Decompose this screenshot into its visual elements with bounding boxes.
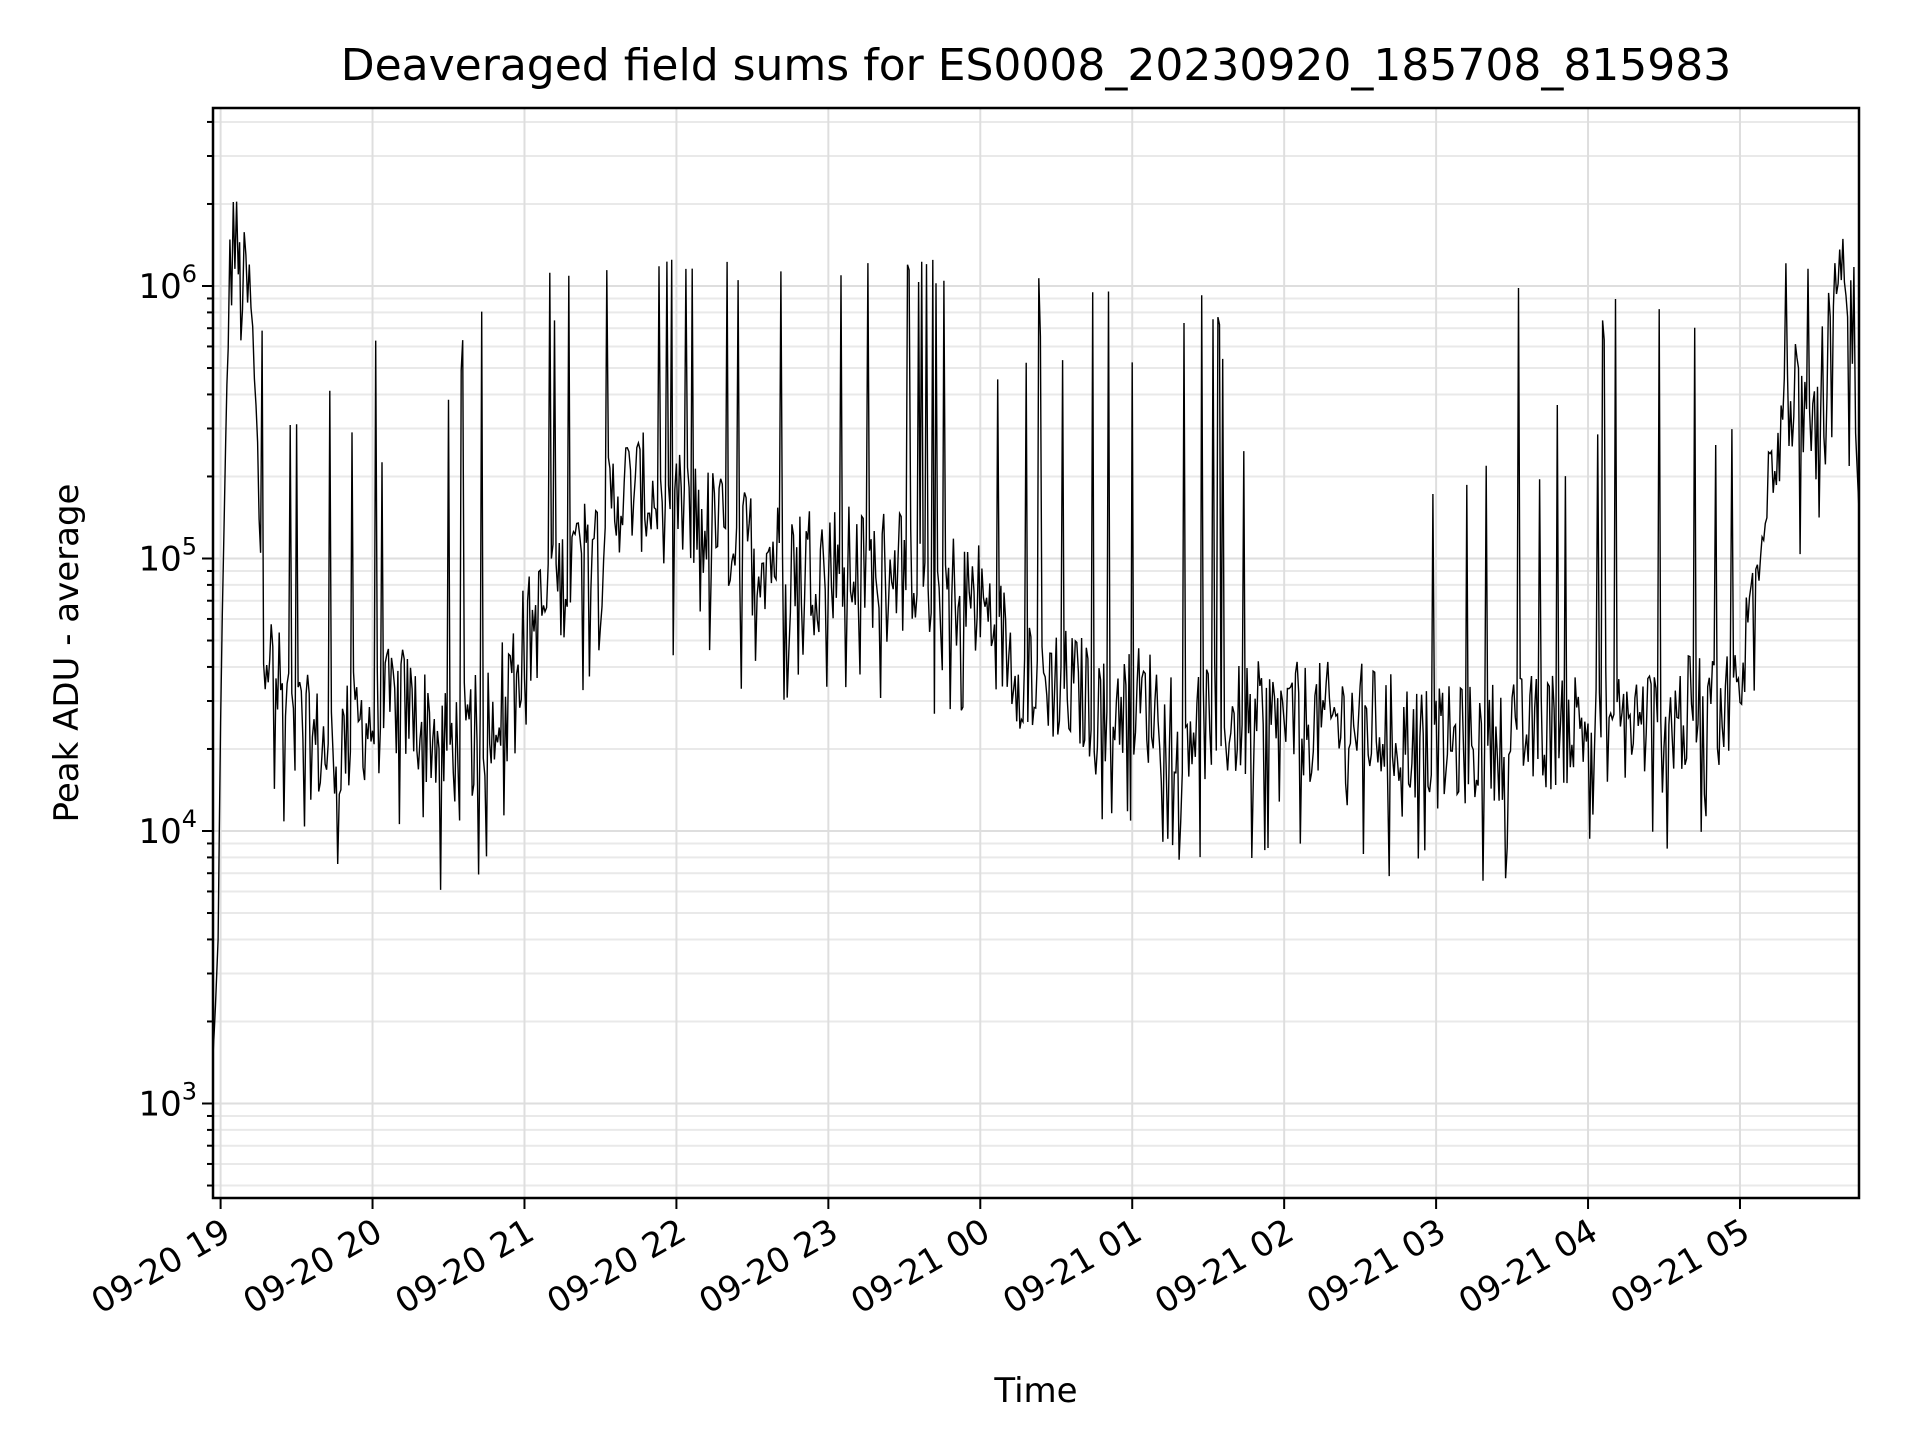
plot-frame <box>211 106 1861 1200</box>
grid <box>213 108 1859 1198</box>
y-axis: 103 104 105 106 <box>138 120 213 1187</box>
chart-title: Deaveraged field sums for ES0008_2023092… <box>341 40 1732 91</box>
plot-area <box>213 201 1859 1056</box>
x-axis-label: Time <box>993 1371 1077 1411</box>
y-tick-label: 104 <box>138 805 197 852</box>
series-line <box>213 201 1859 1056</box>
y-tick-label: 103 <box>138 1078 197 1125</box>
y-tick-label: 106 <box>138 260 197 307</box>
y-tick-label: 105 <box>138 533 197 580</box>
y-axis-label: Peak ADU - average <box>47 484 87 823</box>
